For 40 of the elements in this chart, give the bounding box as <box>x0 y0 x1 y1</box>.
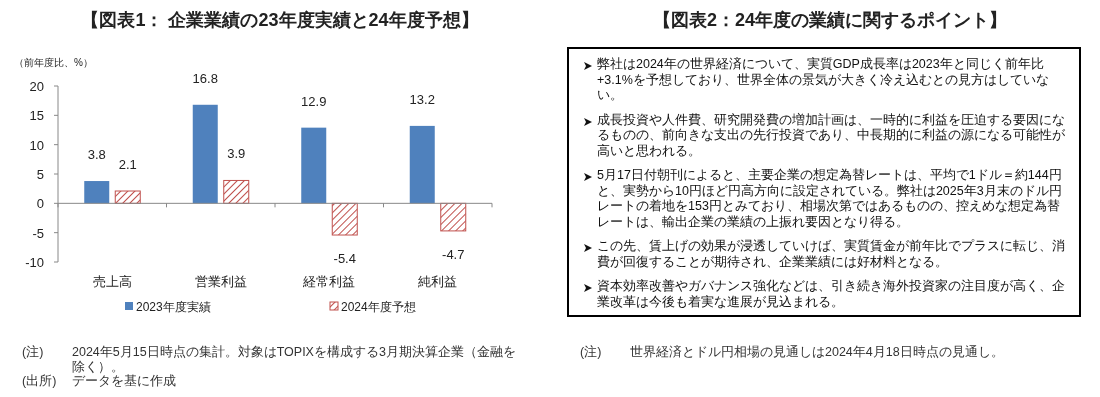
chart-title: 【図表1： 企業業績の23年度実績と24年度予想】 <box>80 9 480 32</box>
bar <box>409 125 435 204</box>
data-label: 16.8 <box>192 70 218 86</box>
x-tick-label: 純利益 <box>418 274 458 289</box>
data-label: 3.8 <box>87 147 106 163</box>
text: (出所) データを基に作成 <box>22 374 176 388</box>
text: 弊社は2024年の世界経済について、実質GDP成長率は2023年と同じく前年比+3.1%を予想しており、世界全体の景気が大きく冷え込むとの見方はしていない。 <box>597 57 1050 104</box>
text: (注) 2024年5月15日時点の集計。対象はTOPIXを構成する3月期決算企業（金融を除く）。 <box>22 345 516 374</box>
text: 資本効率改善やガバナンス強化などは、引き続き海外投資家の注目度が高く、企業改革は今後も着実な進展が見込まれる。 <box>597 279 1066 310</box>
y-tick-label: -10 <box>25 255 44 270</box>
text: この先、賃上げの効果が浸透していけば、実質賃金が前年比でプラスに転じ、消費が回復することが期待され、企業業績には好材料となる。 <box>597 239 1066 270</box>
y-tick-label: 10 <box>29 137 44 153</box>
bar <box>440 202 467 232</box>
bar <box>114 190 141 204</box>
data-label: 3.9 <box>227 146 246 162</box>
legend-label: 2024年度予想 <box>341 300 416 314</box>
bar <box>223 179 250 204</box>
y-tick-label: 20 <box>29 79 44 94</box>
bar <box>84 181 110 204</box>
y-tick-label: 5 <box>36 167 44 182</box>
text: 【図表2：24年度の業績に関するポイント】 <box>651 9 1008 32</box>
data-label: -4.7 <box>442 246 465 262</box>
data-label: -5.4 <box>333 251 356 267</box>
data-label: 12.9 <box>301 93 327 109</box>
data-label: 2.1 <box>118 157 137 173</box>
y-tick-label: 0 <box>36 196 44 212</box>
bar <box>301 127 327 204</box>
x-tick-label: 経常利益 <box>302 274 356 289</box>
legend-label: 2023年度実績 <box>136 300 211 314</box>
x-tick-label: 売上高 <box>92 274 132 289</box>
bar <box>192 104 218 204</box>
data-label: 13.2 <box>409 91 435 107</box>
text: (注) 世界経済とドル円相場の見通しは2024年4月18日時点の見通し。 <box>580 345 1004 359</box>
text: 成長投資や人件費、研究開発費の増加計画は、一時的に利益を圧迫する要因になるものの、前向きな支出の先行投資であり、中長期的に利益の源になる可能性が高いと思われる。 <box>597 112 1066 159</box>
bar <box>331 202 358 236</box>
y-tick-label: -5 <box>32 225 44 241</box>
y-axis-title: （前年度比、%） <box>14 57 93 68</box>
y-tick-label: 15 <box>29 108 44 124</box>
text: 5月17日付朝刊によると、主要企業の想定為替レートは、平均で1ドル＝約144円と、実勢から10円ほど円高方向に設定されている。弊社は2025年3月末のドル円レートの着地を153円とみており、相場次第ではあるものの、控えめな想定為替レートは、輸出企業の業績の上振れ要因となり得る。 <box>597 168 1063 230</box>
x-tick-label: 営業利益 <box>194 274 247 289</box>
